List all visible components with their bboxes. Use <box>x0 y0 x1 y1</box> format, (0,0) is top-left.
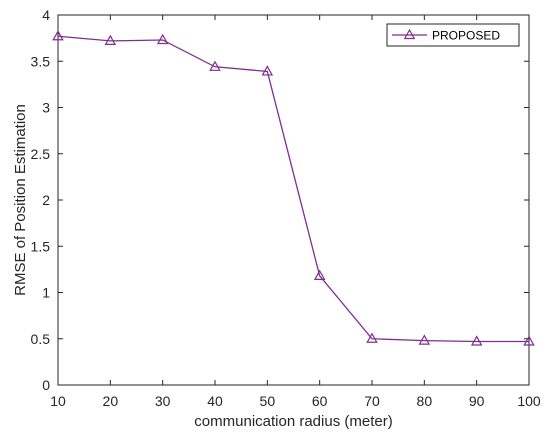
x-tick-label: 100 <box>517 393 541 409</box>
data-point-marker <box>104 34 117 46</box>
legend-triangle-marker <box>403 28 416 40</box>
x-axis-label: communication radius (meter) <box>194 413 392 430</box>
data-point-marker <box>470 335 483 346</box>
x-tick-label: 60 <box>312 393 328 409</box>
series-line-proposed <box>57 35 529 343</box>
series-layer <box>52 30 535 346</box>
data-point-marker <box>52 30 64 41</box>
data-point-marker <box>261 65 274 76</box>
y-tick-label: 2 <box>42 192 50 208</box>
data-point-marker <box>366 332 378 343</box>
data-point-marker <box>209 60 221 71</box>
x-tick-label: 90 <box>469 393 485 409</box>
y-tick-label: 1.5 <box>31 238 51 254</box>
legend-label: PROPOSED <box>432 29 500 43</box>
x-tick-label: 40 <box>207 393 223 409</box>
x-tick-label: 20 <box>103 393 119 409</box>
y-axis-label: RMSE of Position Estimation <box>12 104 29 296</box>
plot-area <box>57 14 530 386</box>
x-tick-label: 10 <box>50 393 66 409</box>
y-tick-label: 3 <box>42 100 50 116</box>
y-tick-label: 0 <box>42 377 50 393</box>
data-point-marker <box>313 269 326 280</box>
data-point-marker <box>418 334 431 345</box>
legend-box <box>386 23 520 47</box>
axis-ticks: 10 20 30 40 50 60 70 80 90 100 0 0.5 1 1.5 2 2.5 3 3.5 4 <box>31 7 541 409</box>
x-tick-label: 50 <box>260 393 276 409</box>
y-tick-label: 0.5 <box>31 331 51 347</box>
x-tick-label: 30 <box>155 393 171 409</box>
y-tick-label: 3.5 <box>31 53 51 69</box>
data-point-marker <box>156 33 169 45</box>
y-tick-label: 4 <box>42 7 50 23</box>
x-tick-label: 70 <box>364 393 380 409</box>
y-tick-label: 1 <box>42 285 50 301</box>
data-point-marker <box>523 335 535 346</box>
y-tick-label: 2.5 <box>31 146 51 162</box>
legend: PROPOSED <box>386 23 520 47</box>
x-tick-label: 80 <box>417 393 433 409</box>
